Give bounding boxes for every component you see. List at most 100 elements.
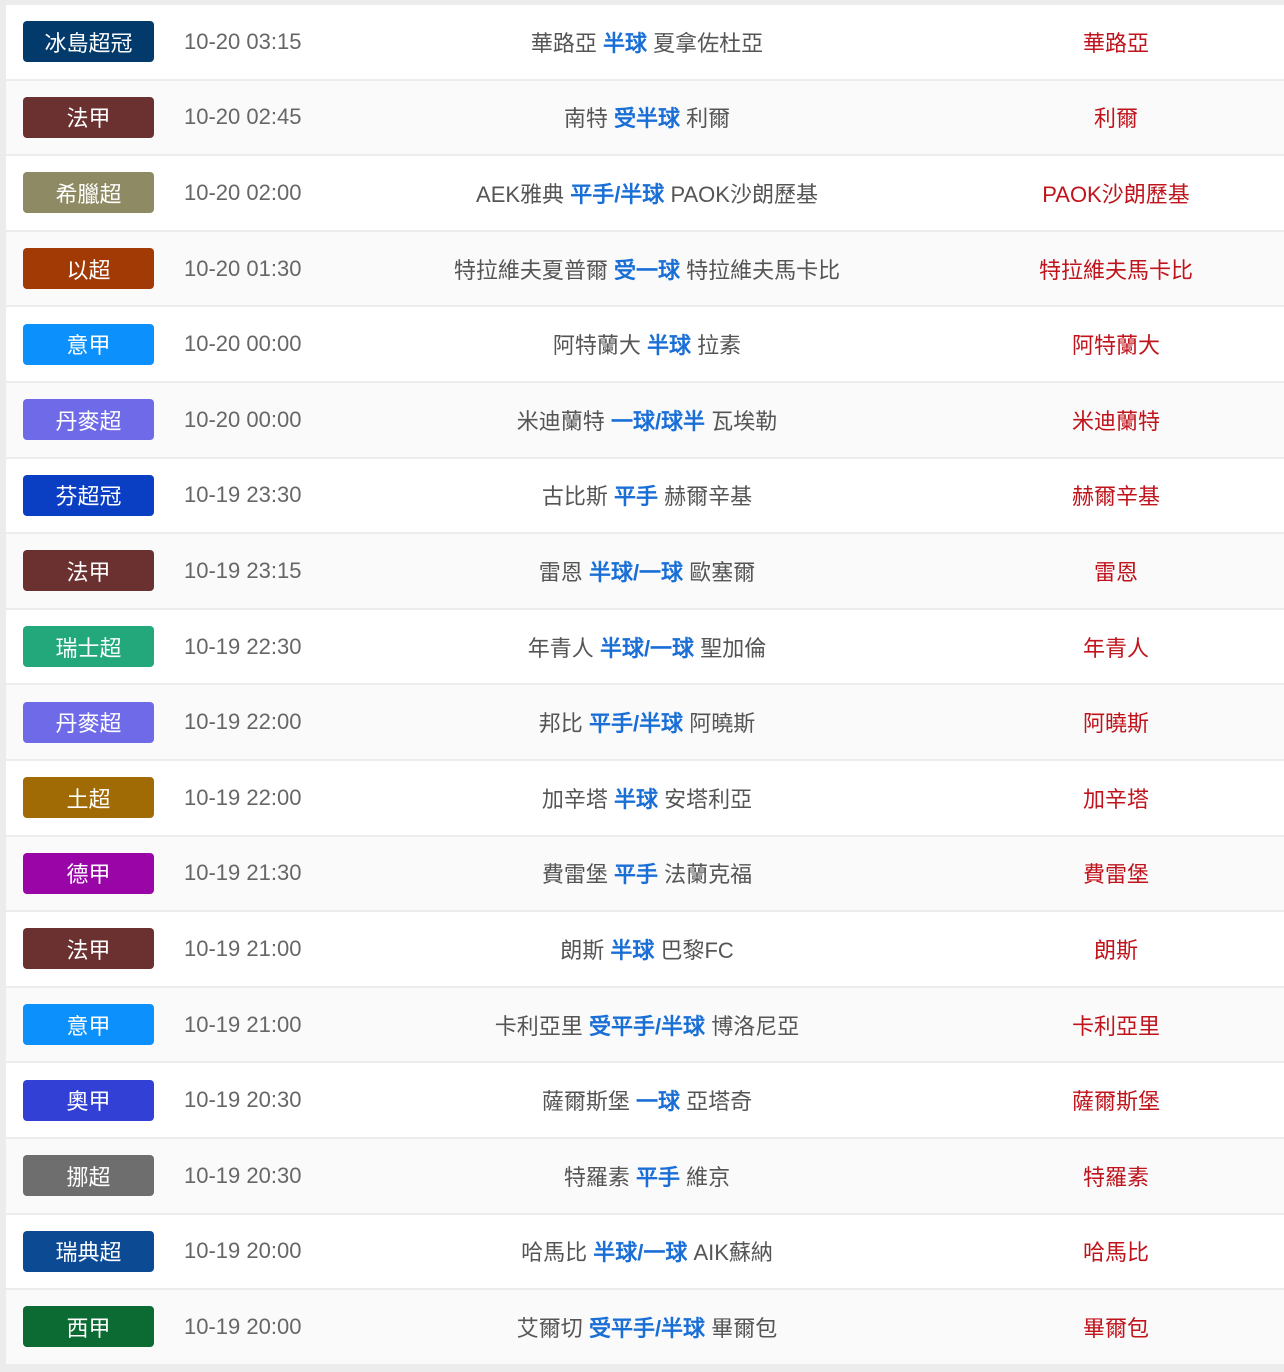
match-row[interactable]: 丹麥超 10-19 22:00 邦比 平手/半球 阿曉斯 阿曉斯 (6, 685, 1284, 759)
away-team: 瓦埃勒 (711, 408, 778, 434)
match-time: 10-19 20:00 (184, 1238, 302, 1264)
league-badge[interactable]: 意甲 (23, 1004, 154, 1046)
league-badge[interactable]: 法甲 (23, 96, 154, 138)
tip-pick: 米迪蘭特 (1071, 408, 1160, 434)
home-team: 薩爾斯堡 (541, 1089, 630, 1115)
tip-pick: 畢爾包 (1082, 1315, 1149, 1341)
match-time: 10-19 20:30 (184, 1087, 302, 1113)
league-badge[interactable]: 冰島超冠 (23, 21, 154, 63)
league-badge[interactable]: 土超 (23, 777, 154, 819)
match-time: 10-19 21:00 (184, 1011, 302, 1037)
home-team: 華路亞 (530, 30, 597, 56)
match-teams[interactable]: 艾爾切 受平手/半球 畢爾包 (347, 1311, 947, 1343)
league-badge[interactable]: 芬超冠 (23, 474, 154, 516)
league-badge[interactable]: 法甲 (23, 928, 154, 970)
match-row[interactable]: 丹麥超 10-20 00:00 米迪蘭特 一球/球半 瓦埃勒 米迪蘭特 (6, 382, 1284, 457)
match-time: 10-19 23:30 (184, 482, 302, 508)
league-badge[interactable]: 挪超 (23, 1155, 154, 1197)
tip-pick: 利爾 (1093, 106, 1138, 132)
match-row[interactable]: 以超 10-20 01:30 特拉維夫夏普爾 受一球 特拉維夫馬卡比 特拉維夫馬卡比 (6, 231, 1284, 306)
away-team: 歐塞爾 (689, 559, 756, 585)
match-teams[interactable]: 薩爾斯堡 一球 亞塔奇 (347, 1084, 947, 1116)
league-badge[interactable]: 以超 (23, 248, 154, 290)
match-time: 10-19 20:00 (184, 1313, 302, 1339)
handicap: 受一球 (613, 257, 680, 283)
match-list: 冰島超冠 10-20 03:15 華路亞 半球 夏拿佐杜亞 華路亞 法甲 10-20 02… (6, 5, 1284, 1366)
handicap: 半球/一球 (599, 635, 695, 661)
match-teams[interactable]: 朗斯 半球 巴黎FC (347, 933, 947, 965)
match-time: 10-20 00:00 (184, 406, 302, 432)
match-teams[interactable]: 哈馬比 半球/一球 AIK蘇納 (347, 1235, 947, 1267)
home-team: 南特 (563, 106, 608, 132)
match-row[interactable]: 土超 10-19 22:00 加辛塔 半球 安塔利亞 加辛塔 (6, 760, 1284, 835)
match-teams[interactable]: 古比斯 平手 赫爾辛基 (347, 479, 947, 511)
handicap: 半球 (602, 30, 647, 56)
away-team: 法蘭克福 (664, 862, 753, 888)
match-row[interactable]: 意甲 10-19 21:00 卡利亞里 受平手/半球 博洛尼亞 卡利亞里 (6, 987, 1284, 1062)
home-team: 米迪蘭特 (516, 408, 605, 434)
match-teams[interactable]: 費雷堡 平手 法蘭克福 (347, 857, 947, 889)
away-team: 安塔利亞 (664, 786, 753, 812)
home-team: 雷恩 (538, 559, 583, 585)
away-team: 維京 (686, 1164, 731, 1190)
match-row[interactable]: 法甲 10-20 02:45 南特 受半球 利爾 利爾 (6, 80, 1284, 155)
league-badge[interactable]: 希臘超 (23, 172, 154, 214)
tip-pick: 阿特蘭大 (1071, 333, 1160, 359)
match-teams[interactable]: 雷恩 半球/一球 歐塞爾 (347, 555, 947, 587)
league-badge[interactable]: 西甲 (23, 1306, 154, 1348)
match-time: 10-20 00:00 (184, 331, 302, 357)
away-team: 拉素 (697, 333, 742, 359)
match-row[interactable]: 冰島超冠 10-20 03:15 華路亞 半球 夏拿佐杜亞 華路亞 (6, 5, 1284, 79)
match-row[interactable]: 西甲 10-19 20:00 艾爾切 受平手/半球 畢爾包 畢爾包 (6, 1290, 1284, 1364)
home-team: 特羅素 (563, 1164, 630, 1190)
league-badge[interactable]: 法甲 (23, 550, 154, 592)
tip-pick: 哈馬比 (1082, 1240, 1149, 1266)
handicap: 半球 (610, 937, 655, 963)
match-row[interactable]: 芬超冠 10-19 23:30 古比斯 平手 赫爾辛基 赫爾辛基 (6, 458, 1284, 533)
match-teams[interactable]: 南特 受半球 利爾 (347, 101, 947, 133)
match-row[interactable]: 瑞士超 10-19 22:30 年青人 半球/一球 聖加倫 年青人 (6, 609, 1284, 684)
match-row[interactable]: 法甲 10-19 23:15 雷恩 半球/一球 歐塞爾 雷恩 (6, 534, 1284, 608)
tip-pick: 華路亞 (1082, 30, 1149, 56)
match-teams[interactable]: 特羅素 平手 維京 (347, 1160, 947, 1192)
match-teams[interactable]: 卡利亞里 受平手/半球 博洛尼亞 (347, 1009, 947, 1041)
match-row[interactable]: 挪超 10-19 20:30 特羅素 平手 維京 特羅素 (6, 1138, 1284, 1213)
league-badge[interactable]: 奧甲 (23, 1079, 154, 1121)
handicap: 半球/一球 (588, 559, 684, 585)
match-row[interactable]: 意甲 10-20 00:00 阿特蘭大 半球 拉素 阿特蘭大 (6, 307, 1284, 381)
match-row[interactable]: 德甲 10-19 21:30 費雷堡 平手 法蘭克福 費雷堡 (6, 836, 1284, 911)
handicap: 平手 (613, 862, 658, 888)
league-badge[interactable]: 瑞典超 (23, 1230, 154, 1272)
handicap: 平手/半球 (588, 711, 684, 737)
match-teams[interactable]: AEK雅典 平手/半球 PAOK沙朗歷基 (347, 177, 947, 209)
league-badge[interactable]: 德甲 (23, 852, 154, 894)
match-teams[interactable]: 邦比 平手/半球 阿曉斯 (347, 706, 947, 738)
match-teams[interactable]: 阿特蘭大 半球 拉素 (347, 328, 947, 360)
away-team: 夏拿佐杜亞 (653, 30, 764, 56)
match-row[interactable]: 希臘超 10-20 02:00 AEK雅典 平手/半球 PAOK沙朗歷基 PAOK沙朗… (6, 156, 1284, 230)
tip-pick: 年青人 (1082, 635, 1149, 661)
tip-pick: 特拉維夫馬卡比 (1038, 257, 1193, 283)
home-team: 阿特蘭大 (552, 333, 641, 359)
home-team: 特拉維夫夏普爾 (453, 257, 608, 283)
match-time: 10-19 22:00 (184, 709, 302, 735)
match-teams[interactable]: 特拉維夫夏普爾 受一球 特拉維夫馬卡比 (347, 253, 947, 285)
match-teams[interactable]: 米迪蘭特 一球/球半 瓦埃勒 (347, 404, 947, 436)
match-row[interactable]: 法甲 10-19 21:00 朗斯 半球 巴黎FC 朗斯 (6, 912, 1284, 986)
league-badge[interactable]: 意甲 (23, 323, 154, 365)
away-team: 博洛尼亞 (711, 1013, 800, 1039)
league-badge[interactable]: 丹麥超 (23, 399, 154, 441)
league-badge[interactable]: 丹麥超 (23, 701, 154, 743)
match-teams[interactable]: 年青人 半球/一球 聖加倫 (347, 631, 947, 663)
handicap: 半球/一球 (593, 1240, 688, 1266)
match-teams[interactable]: 加辛塔 半球 安塔利亞 (347, 782, 947, 814)
match-row[interactable]: 瑞典超 10-19 20:00 哈馬比 半球/一球 AIK蘇納 哈馬比 (6, 1214, 1284, 1289)
match-time: 10-19 20:30 (184, 1162, 302, 1188)
match-teams[interactable]: 華路亞 半球 夏拿佐杜亞 (347, 26, 947, 58)
tip-pick: 加辛塔 (1082, 786, 1149, 812)
home-team: 古比斯 (541, 484, 608, 510)
home-team: 加辛塔 (541, 786, 608, 812)
match-time: 10-19 21:30 (184, 860, 302, 886)
match-row[interactable]: 奧甲 10-19 20:30 薩爾斯堡 一球 亞塔奇 薩爾斯堡 (6, 1063, 1284, 1137)
league-badge[interactable]: 瑞士超 (23, 626, 154, 668)
